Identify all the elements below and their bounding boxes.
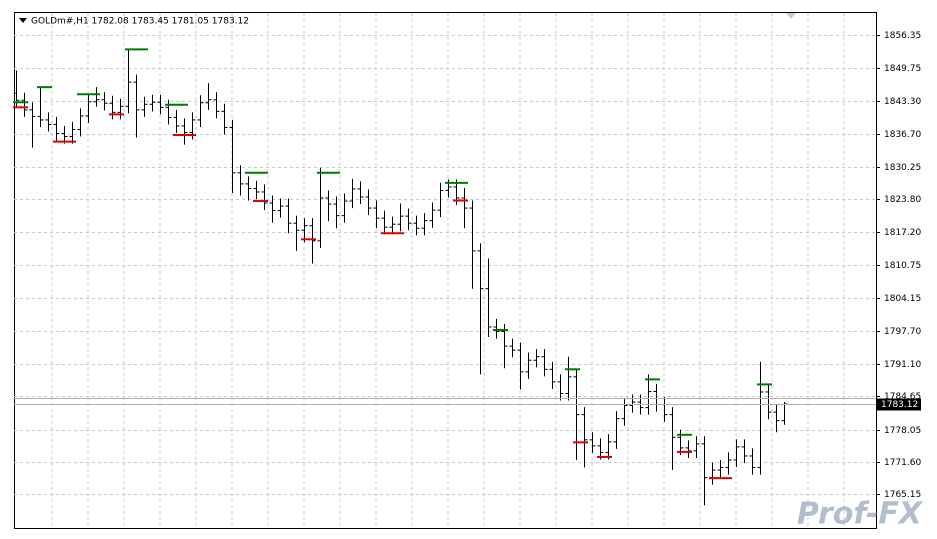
price-label: 1783.12	[881, 400, 918, 410]
y-tick-label: 1784.65	[884, 392, 921, 402]
y-tick-label: 1843.30	[884, 97, 921, 107]
vertical-grid	[51, 13, 845, 528]
y-tick-label: 1778.05	[884, 426, 921, 436]
watermark: Prof-FX	[797, 497, 924, 532]
y-tick-label: 1836.70	[884, 130, 921, 140]
y-tick-label: 1771.60	[884, 458, 921, 468]
y-tick-label: 1823.80	[884, 195, 921, 205]
shift-marker	[786, 13, 796, 19]
y-tick-label: 1856.35	[884, 31, 921, 41]
y-tick-label: 1791.10	[884, 360, 921, 370]
y-tick-label: 1810.75	[884, 261, 921, 271]
y-tick-label: 1817.20	[884, 228, 921, 238]
chart-title: GOLDm#,H1 1782.08 1783.45 1781.05 1783.1…	[31, 17, 249, 27]
y-tick-label: 1804.15	[884, 294, 921, 304]
dropdown-icon[interactable]	[19, 18, 27, 23]
y-tick-label: 1797.70	[884, 327, 921, 337]
y-tick-label: 1830.25	[884, 163, 921, 173]
price-label-box	[877, 398, 921, 411]
y-tick-label: 1849.75	[884, 64, 921, 74]
y-tick-label: 1765.15	[884, 490, 921, 500]
plot-frame	[14, 12, 877, 529]
